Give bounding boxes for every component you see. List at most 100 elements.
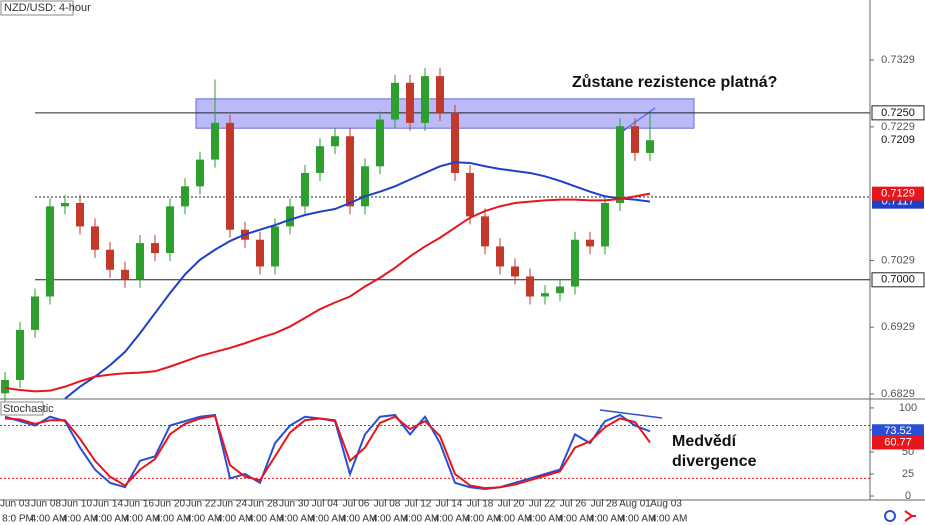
time-label: 4:00 AM	[62, 514, 99, 525]
stoch-label: 73.52	[884, 425, 912, 437]
time-label: 4:00 AM	[496, 514, 533, 525]
title-box	[0, 0, 74, 16]
candle-body	[601, 203, 609, 247]
candle-body	[211, 122, 219, 160]
candle-body	[526, 276, 534, 297]
candle-body	[46, 206, 54, 297]
time-label: 4:00 AM	[217, 514, 254, 525]
candle-body	[571, 239, 579, 287]
x-tick-label: Jul 12	[405, 499, 432, 510]
x-tick-label: Jun 10	[62, 499, 92, 510]
candle-body	[196, 159, 204, 187]
candle-body	[361, 166, 369, 207]
panel-title: Stochastic	[3, 403, 54, 415]
time-label: 4:00 AM	[651, 514, 688, 525]
time-label: 4:00 AM	[124, 514, 161, 525]
x-tick-label: Jul 14	[436, 499, 463, 510]
time-label: 4:00 AM	[341, 514, 378, 525]
y-tick-label: 0	[905, 490, 911, 502]
time-label: 4:00 AM	[93, 514, 130, 525]
time-label: 4:00 AM	[279, 514, 316, 525]
candle-body	[586, 239, 594, 247]
candle-body	[16, 329, 24, 380]
time-label: 4:00 AM	[248, 514, 285, 525]
candle-body	[436, 76, 444, 113]
resistance-zone	[195, 98, 695, 129]
x-tick-label: Jun 16	[124, 499, 154, 510]
x-tick-label: Jun 08	[31, 499, 61, 510]
candle-body	[616, 126, 624, 204]
candle-body	[481, 216, 489, 247]
ma-label: 0.7129	[881, 188, 915, 200]
price-label-box	[871, 272, 925, 288]
icon[interactable]	[904, 510, 916, 522]
annotation: Medvědí divergence	[672, 433, 757, 470]
x-tick-label: Jun 22	[186, 499, 216, 510]
time-label: 4:00 AM	[527, 514, 564, 525]
chart-title: NZD/USD: 4-hour	[4, 2, 91, 14]
x-tick-label: Jul 22	[529, 499, 556, 510]
candle-body	[421, 76, 429, 123]
time-label: 4:00 AM	[465, 514, 502, 525]
x-tick-label: Jun 30	[279, 499, 309, 510]
current-price: 0.7209	[881, 134, 915, 146]
y-tick-label: 0.7229	[881, 121, 915, 133]
candle-body	[451, 112, 459, 173]
candle-body	[331, 136, 339, 147]
candle-body	[346, 136, 354, 207]
y-tick-label: 100	[899, 402, 917, 414]
candle-body	[121, 269, 129, 280]
x-tick-label: Jun 14	[93, 499, 123, 510]
price-label: 0.7000	[881, 274, 915, 286]
time-label: 4:00 AM	[155, 514, 192, 525]
x-tick-label: Aug 01	[619, 499, 651, 510]
candle-body	[556, 286, 564, 294]
x-tick-label: Aug 03	[650, 499, 682, 510]
candle-body	[316, 146, 324, 173]
candle-body	[286, 206, 294, 227]
x-tick-label: Jun 20	[155, 499, 185, 510]
y-tick-label: 0.6929	[881, 321, 915, 333]
panel-title-box	[0, 401, 44, 416]
annotation: Zůstane rezistence platná?	[572, 74, 778, 91]
price-label: 0.7250	[881, 107, 915, 119]
y-tick-label: 25	[902, 468, 914, 480]
candle-body	[466, 172, 474, 217]
toolbar-icons[interactable]	[884, 510, 916, 522]
x-tick-label: Jul 08	[374, 499, 401, 510]
x-tick-label: Jun 28	[248, 499, 278, 510]
icon[interactable]	[884, 510, 896, 522]
candle-body	[406, 82, 414, 123]
candle-body	[91, 226, 99, 250]
candle-body	[76, 203, 84, 227]
x-tick-label: Jul 04	[312, 499, 339, 510]
stoch-label-box	[872, 435, 924, 450]
ma-label-box	[872, 186, 924, 201]
stochastic-line	[4, 414, 651, 490]
current-price-box	[872, 133, 924, 148]
stoch-label: 60.77	[884, 436, 912, 448]
time-label: 4:00 AM	[31, 514, 68, 525]
candle-body	[151, 243, 159, 254]
y-tick-label: 0.6829	[881, 388, 915, 400]
candle-body	[226, 122, 234, 230]
time-label: 4:00 AM	[589, 514, 626, 525]
trend-line	[599, 409, 663, 419]
x-tick-label: Jul 28	[591, 499, 618, 510]
x-tick-label: Jul 06	[343, 499, 370, 510]
x-tick-label: Jul 18	[467, 499, 494, 510]
time-label: 8:0 PM	[2, 514, 34, 525]
candle-body	[106, 249, 114, 270]
moving-average	[64, 161, 651, 400]
time-label: 4:00 AM	[372, 514, 409, 525]
x-tick-label: Jul 20	[498, 499, 525, 510]
time-label: 4:00 AM	[186, 514, 223, 525]
time-label: 4:00 AM	[558, 514, 595, 525]
x-tick-label: Jul 26	[560, 499, 587, 510]
candle-body	[136, 243, 144, 280]
candle-body	[391, 82, 399, 120]
y-tick-label: 0.7029	[881, 254, 915, 266]
